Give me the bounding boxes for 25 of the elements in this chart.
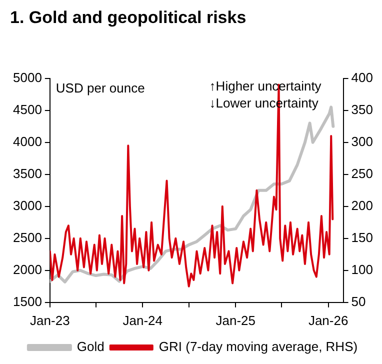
y2-tick-label: 350 [351, 102, 374, 117]
y2-tick-label: 300 [351, 134, 374, 149]
y-tick-label: 3500 [13, 166, 42, 181]
y-tick-label: 5000 [13, 70, 42, 85]
y-tick-label: 4000 [13, 134, 42, 149]
y-tick-label: 2500 [13, 230, 42, 245]
y2-tick-label: 100 [351, 262, 374, 277]
y-tick-label: 4500 [13, 102, 42, 117]
y-tick-label: 1500 [13, 294, 42, 309]
y2-tick-label: 50 [351, 294, 366, 309]
y2-tick-label: 200 [351, 198, 374, 213]
y2-tick-label: 150 [351, 230, 374, 245]
annotation: USD per ounce [56, 80, 145, 96]
y2-tick-label: 250 [351, 166, 374, 181]
y-tick-label: 3000 [13, 198, 42, 213]
legend-label: GRI (7-day moving average, RHS) [158, 339, 358, 354]
y-tick-label: 2000 [13, 262, 42, 277]
x-tick-label: Jan-26 [308, 312, 348, 328]
x-tick-label: Jan-24 [122, 312, 163, 328]
y2-tick-label: 400 [351, 70, 374, 85]
annotation: ↑Higher uncertainty [209, 78, 322, 94]
x-tick-label: Jan-23 [30, 312, 70, 328]
chart-title: 1. Gold and geopolitical risks [10, 8, 246, 27]
legend-label: Gold [76, 339, 104, 354]
x-tick-label: Jan-25 [216, 312, 256, 328]
